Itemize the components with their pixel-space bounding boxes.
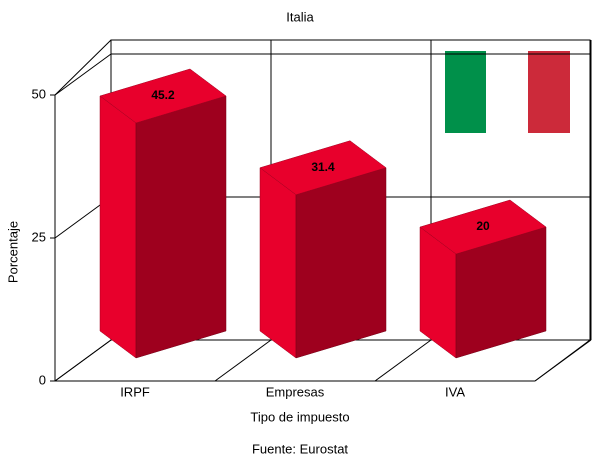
chart-title: Italia — [286, 9, 314, 24]
x-axis-label: Tipo de impuesto — [250, 409, 349, 424]
value-label: 31.4 — [311, 160, 335, 174]
category-divider — [54, 339, 112, 382]
bar — [295, 167, 387, 359]
x-tick-label: IVA — [445, 384, 465, 399]
source-note: Fuente: Eurostat — [252, 441, 348, 456]
side-wall-edge — [54, 39, 112, 96]
y-tick-label: 0 — [39, 372, 46, 387]
category-divider — [214, 339, 272, 382]
grid-line — [54, 53, 112, 96]
bar-top — [259, 140, 387, 195]
y-tick-label: 25 — [32, 229, 46, 244]
value-label: 45.2 — [151, 88, 175, 102]
bar — [135, 95, 227, 359]
value-label: 20 — [476, 219, 490, 233]
x-tick-label: Empresas — [266, 384, 325, 399]
y-axis-label: Porcentaje — [5, 221, 20, 283]
y-tick-label: 50 — [32, 86, 46, 101]
flag — [445, 51, 570, 133]
bar-top — [99, 68, 227, 124]
bar-side — [259, 167, 297, 359]
x-tick-label: IRPF — [120, 384, 150, 399]
flag-red — [528, 51, 570, 133]
flag-green — [445, 51, 486, 133]
category-divider — [374, 339, 432, 382]
category-divider — [534, 339, 592, 382]
bar-top — [419, 199, 547, 255]
bar-side — [99, 95, 137, 359]
